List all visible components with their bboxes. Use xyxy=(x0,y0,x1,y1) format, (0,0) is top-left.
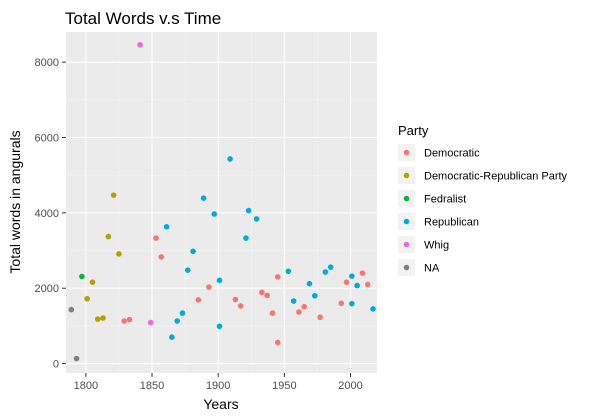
legend-label-republican: Republican xyxy=(424,217,479,229)
y-tick-label: 8000 xyxy=(35,57,59,69)
point-democratic xyxy=(195,297,202,303)
legend-swatch-republican xyxy=(403,218,410,225)
y-tick-label: 2000 xyxy=(35,283,59,295)
point-democratic xyxy=(121,318,128,324)
point-democratic xyxy=(153,235,159,241)
point-republican xyxy=(163,224,170,230)
legend-swatch-fedralist xyxy=(403,195,410,202)
point-democratic xyxy=(259,289,265,296)
point-fedralist xyxy=(79,273,85,280)
point-democratic xyxy=(274,339,281,346)
point-democratic xyxy=(343,279,350,285)
x-tick-label: 1800 xyxy=(74,380,98,392)
point-republican xyxy=(306,280,313,287)
point-democratic-republican-party xyxy=(94,316,101,322)
point-republican xyxy=(216,277,223,284)
point-democratic xyxy=(364,281,371,288)
point-republican xyxy=(211,211,218,217)
legend-label-fedralist: Fedralist xyxy=(424,194,466,206)
x-tick-label: 1900 xyxy=(206,380,230,392)
point-republican xyxy=(174,318,180,324)
x-tick-label: 2000 xyxy=(338,380,362,392)
point-republican xyxy=(349,300,355,307)
point-republican xyxy=(200,195,207,201)
point-democratic-republican-party xyxy=(105,233,112,240)
point-whig xyxy=(137,42,143,48)
point-republican xyxy=(243,235,249,241)
point-whig xyxy=(147,319,154,326)
legend-title: Party xyxy=(398,123,429,138)
point-democratic-republican-party xyxy=(84,295,90,302)
point-democratic xyxy=(338,300,345,307)
point-democratic xyxy=(301,303,308,310)
point-republican xyxy=(253,216,260,222)
legend-label-na: NA xyxy=(424,263,440,275)
point-democratic-republican-party xyxy=(110,192,117,198)
point-republican xyxy=(179,310,186,316)
y-axis-ticks: 0 2000 4000 6000 8000 xyxy=(35,57,66,371)
point-democratic xyxy=(264,292,270,299)
point-democratic xyxy=(206,284,212,290)
legend-label-democratic: Democratic xyxy=(424,148,480,160)
chart-title: Total Words v.s Time xyxy=(65,9,221,28)
legend-swatch-democratic-republican-party xyxy=(403,172,410,179)
y-tick-label: 4000 xyxy=(35,208,59,220)
x-axis-title: Years xyxy=(203,396,238,412)
data-points xyxy=(68,42,376,362)
point-democratic xyxy=(269,310,276,316)
point-democratic xyxy=(317,314,323,321)
point-democratic xyxy=(359,270,366,276)
point-republican xyxy=(190,248,196,255)
legend-swatch-na xyxy=(403,264,410,271)
point-republican xyxy=(349,273,355,279)
point-democratic xyxy=(126,316,133,323)
point-republican xyxy=(184,267,191,273)
point-democratic-republican-party xyxy=(89,279,96,285)
legend: Party Democratic Democratic-Republican Pa… xyxy=(398,123,568,276)
y-tick-label: 0 xyxy=(53,359,59,371)
point-democratic-republican-party xyxy=(116,251,122,257)
point-republican xyxy=(169,334,175,341)
legend-items: Democratic Democratic-Republican Party Fed… xyxy=(398,144,568,276)
point-democratic xyxy=(296,309,302,315)
point-republican xyxy=(227,156,233,162)
plot-panel xyxy=(66,32,377,373)
x-tick-label: 1850 xyxy=(140,380,164,392)
legend-swatch-democratic xyxy=(403,149,410,156)
y-axis-title: Total words in angurals xyxy=(7,130,23,273)
point-republican xyxy=(245,207,252,214)
point-democratic xyxy=(232,296,239,303)
point-democratic xyxy=(274,274,281,280)
x-tick-label: 1950 xyxy=(272,380,296,392)
point-na xyxy=(68,306,75,313)
legend-label-democratic-republican-party: Democratic-Republican Party xyxy=(424,171,568,183)
x-axis-ticks: 1800 1850 1900 1950 2000 xyxy=(74,373,363,392)
point-republican xyxy=(285,268,292,275)
point-republican xyxy=(290,298,297,304)
point-republican xyxy=(370,306,376,312)
point-republican xyxy=(216,323,223,330)
y-tick-label: 6000 xyxy=(35,133,59,145)
point-republican xyxy=(312,292,318,299)
legend-swatch-whig xyxy=(403,241,410,248)
point-democratic-republican-party xyxy=(100,315,106,321)
point-republican xyxy=(327,264,334,270)
point-na xyxy=(73,355,80,362)
legend-label-whig: Whig xyxy=(424,240,449,252)
point-republican xyxy=(354,282,360,289)
point-republican xyxy=(322,269,329,275)
point-democratic xyxy=(237,303,244,309)
point-democratic xyxy=(158,254,165,260)
major-gridlines xyxy=(66,32,377,373)
